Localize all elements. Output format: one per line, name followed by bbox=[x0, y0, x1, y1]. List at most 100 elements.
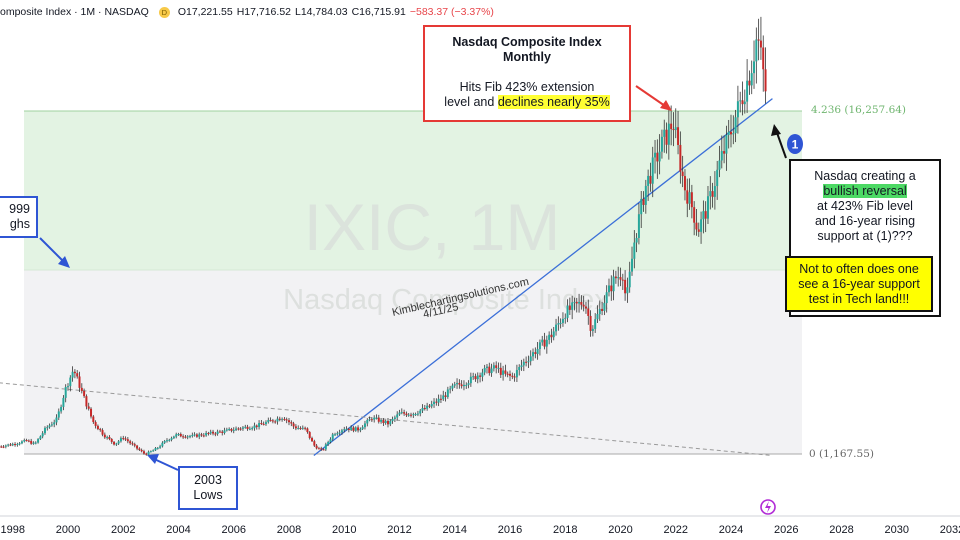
candle bbox=[299, 426, 302, 430]
candle bbox=[140, 448, 143, 453]
candle bbox=[683, 169, 686, 201]
candle bbox=[361, 425, 364, 431]
candle bbox=[439, 394, 442, 403]
candle bbox=[23, 438, 26, 443]
candle bbox=[375, 414, 378, 420]
candle bbox=[610, 275, 613, 301]
candle bbox=[251, 426, 254, 431]
candle bbox=[672, 112, 675, 147]
right-line-3: and 16-year rising bbox=[814, 214, 916, 228]
candle bbox=[239, 427, 242, 431]
candle bbox=[736, 85, 739, 134]
candle bbox=[405, 411, 408, 418]
candle bbox=[218, 429, 221, 433]
candle bbox=[663, 119, 666, 153]
candle bbox=[16, 442, 19, 447]
low-value: L14,784.03 bbox=[295, 6, 348, 18]
candle bbox=[294, 424, 297, 431]
candle bbox=[522, 358, 525, 372]
candle bbox=[506, 371, 509, 378]
candle bbox=[603, 295, 606, 316]
candle bbox=[18, 442, 21, 446]
replay-icon[interactable] bbox=[760, 499, 776, 515]
candle bbox=[168, 438, 171, 442]
candle bbox=[456, 378, 459, 389]
candle bbox=[730, 114, 732, 148]
candle bbox=[343, 426, 346, 433]
x-tick-label: 2010 bbox=[332, 524, 356, 536]
candle bbox=[94, 420, 97, 429]
candle bbox=[156, 446, 159, 450]
symbol-title[interactable]: omposite Index · 1M · NASDAQ bbox=[0, 6, 149, 18]
candle bbox=[354, 426, 357, 432]
candle bbox=[11, 442, 14, 447]
candle bbox=[654, 140, 657, 174]
candle bbox=[617, 266, 620, 287]
candle bbox=[232, 427, 235, 434]
candle bbox=[509, 370, 511, 382]
candle bbox=[359, 427, 362, 433]
candle bbox=[276, 416, 279, 425]
candle bbox=[301, 425, 304, 430]
candle bbox=[555, 318, 558, 336]
candle bbox=[30, 438, 33, 445]
candle bbox=[723, 135, 726, 164]
candle bbox=[175, 432, 178, 439]
candle bbox=[7, 443, 10, 447]
candle bbox=[667, 107, 670, 160]
candle bbox=[129, 439, 132, 445]
chart-header: omposite Index · 1M · NASDAQ D O17,221.5… bbox=[0, 4, 494, 20]
candle bbox=[136, 444, 139, 451]
candle bbox=[269, 417, 272, 422]
candle bbox=[711, 182, 714, 208]
candle bbox=[626, 277, 629, 303]
annotation-line-2a: level and bbox=[444, 95, 495, 109]
candle bbox=[750, 60, 753, 95]
candle bbox=[106, 435, 109, 440]
candle bbox=[149, 450, 152, 453]
candle bbox=[380, 418, 383, 424]
candle bbox=[340, 428, 343, 435]
candle bbox=[453, 381, 456, 388]
candle bbox=[561, 312, 564, 327]
x-tick-label: 2032 bbox=[940, 524, 960, 536]
candle bbox=[681, 155, 684, 188]
candle bbox=[538, 339, 541, 356]
candle bbox=[391, 416, 394, 424]
candle bbox=[545, 335, 548, 354]
candle bbox=[152, 449, 155, 452]
candle bbox=[637, 202, 640, 245]
candle bbox=[267, 417, 270, 424]
x-tick-label: 2000 bbox=[56, 524, 80, 536]
candle bbox=[308, 431, 311, 440]
candle bbox=[700, 211, 703, 244]
candle bbox=[4, 444, 7, 449]
fib-extension-zone bbox=[24, 111, 802, 270]
candle bbox=[113, 441, 116, 446]
candle bbox=[462, 380, 465, 391]
right-inner-note: Not to often does one see a 16-year supp… bbox=[785, 256, 933, 312]
candle bbox=[195, 433, 198, 438]
annotation-subtitle: Monthly bbox=[503, 50, 551, 64]
candle bbox=[534, 347, 537, 359]
candle bbox=[527, 355, 530, 369]
candle bbox=[469, 372, 472, 387]
candle bbox=[0, 445, 3, 448]
candle bbox=[62, 395, 65, 411]
candle bbox=[601, 301, 604, 316]
candle bbox=[695, 209, 698, 236]
candle bbox=[2, 444, 5, 449]
candle bbox=[759, 16, 762, 60]
candle bbox=[99, 427, 102, 432]
candle bbox=[281, 417, 284, 422]
candle bbox=[55, 414, 58, 426]
candle bbox=[80, 383, 83, 394]
candle bbox=[725, 125, 728, 171]
candle bbox=[495, 361, 498, 374]
x-tick-label: 2008 bbox=[277, 524, 301, 536]
candle bbox=[416, 410, 419, 417]
candle bbox=[37, 438, 40, 444]
candle bbox=[285, 417, 288, 424]
candle bbox=[575, 297, 578, 313]
x-tick-label: 2006 bbox=[222, 524, 246, 536]
